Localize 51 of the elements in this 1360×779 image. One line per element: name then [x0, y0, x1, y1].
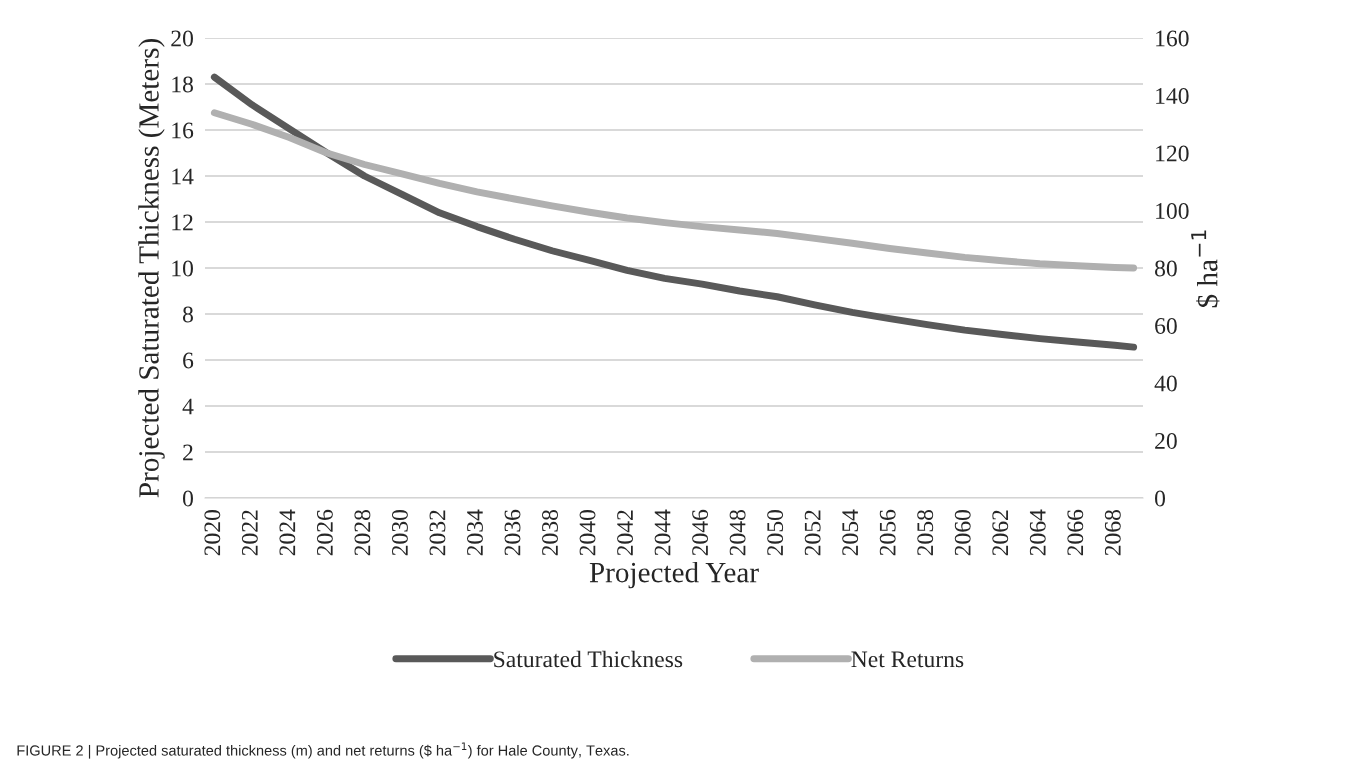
x-tick-label: 2022	[241, 510, 258, 556]
x-tick-label: 2058	[917, 510, 934, 556]
y-tick-label: 12	[172, 214, 193, 231]
y2-axis-title: $ ha$^{−1}$	[1191, 230, 1220, 308]
x-tick-label: 2030	[391, 510, 408, 556]
y-tick-label: 14	[172, 168, 194, 185]
y2-tick-label: 120	[1156, 145, 1189, 162]
x-tick-label: 2056	[879, 509, 896, 556]
y-tick-label: 10	[172, 260, 193, 277]
y-tick-label: 8	[182, 306, 193, 323]
y2-tick-label: 140	[1156, 87, 1189, 104]
x-tick-label: 2064	[1029, 509, 1046, 556]
x-tick-label: 2034	[467, 509, 483, 556]
legend-label: Net Returns	[851, 651, 964, 668]
x-tick-label: 2028	[354, 510, 371, 556]
x-tick-label: 2020	[204, 510, 221, 556]
x-tick-label: 2052	[804, 510, 821, 556]
y2-tick-label: 0	[1155, 490, 1166, 507]
x-tick-label: 2066	[1067, 509, 1084, 556]
y2-tick-label: 80	[1155, 260, 1177, 277]
y2-tick-label: 20	[1155, 432, 1177, 449]
y2-tick-label: 100	[1156, 202, 1189, 219]
x-tick-label: 2026	[316, 509, 333, 556]
x-tick-label: 2054	[842, 509, 859, 556]
y-tick-label: 2	[183, 444, 193, 461]
caption: FIGURE 2 | Projected saturated thickness (m) and net returns ($ ha$^{−1}$) for Hale County, Texas.	[17, 742, 629, 759]
y-tick-label: 20	[171, 30, 193, 47]
x-tick-label: 2036	[504, 509, 521, 556]
x-tick-label: 2062	[992, 510, 1009, 556]
y-tick-label: 16	[172, 122, 194, 139]
y2-tick-label: 40	[1154, 375, 1177, 392]
y-tick-label: 0	[182, 490, 193, 507]
y-tick-label: 18	[172, 76, 193, 93]
x-tick-label: 2046	[692, 509, 709, 556]
x-axis-title: Projected Year	[589, 561, 759, 589]
x-tick-label: 2060	[954, 510, 971, 556]
y-tick-label: 4	[182, 398, 194, 415]
legend-label: Saturated Thickness	[494, 650, 683, 668]
x-tick-label: 2032	[429, 510, 446, 556]
x-tick-label: 2044	[654, 509, 671, 556]
x-tick-label: 2068	[1104, 510, 1121, 556]
y2-tick-label: 60	[1155, 317, 1177, 334]
x-tick-label: 2042	[617, 510, 634, 556]
x-tick-label: 2040	[579, 510, 596, 556]
x-tick-label: 2048	[729, 510, 746, 556]
x-tick-label: 2024	[279, 509, 296, 556]
x-tick-label: 2038	[542, 510, 558, 556]
y-axis-title: Projected Saturated Thickness (Meters)	[138, 39, 165, 498]
x-tick-label: 2050	[767, 510, 784, 556]
y-tick-label: 6	[183, 352, 194, 369]
y2-tick-label: 160	[1156, 30, 1189, 47]
